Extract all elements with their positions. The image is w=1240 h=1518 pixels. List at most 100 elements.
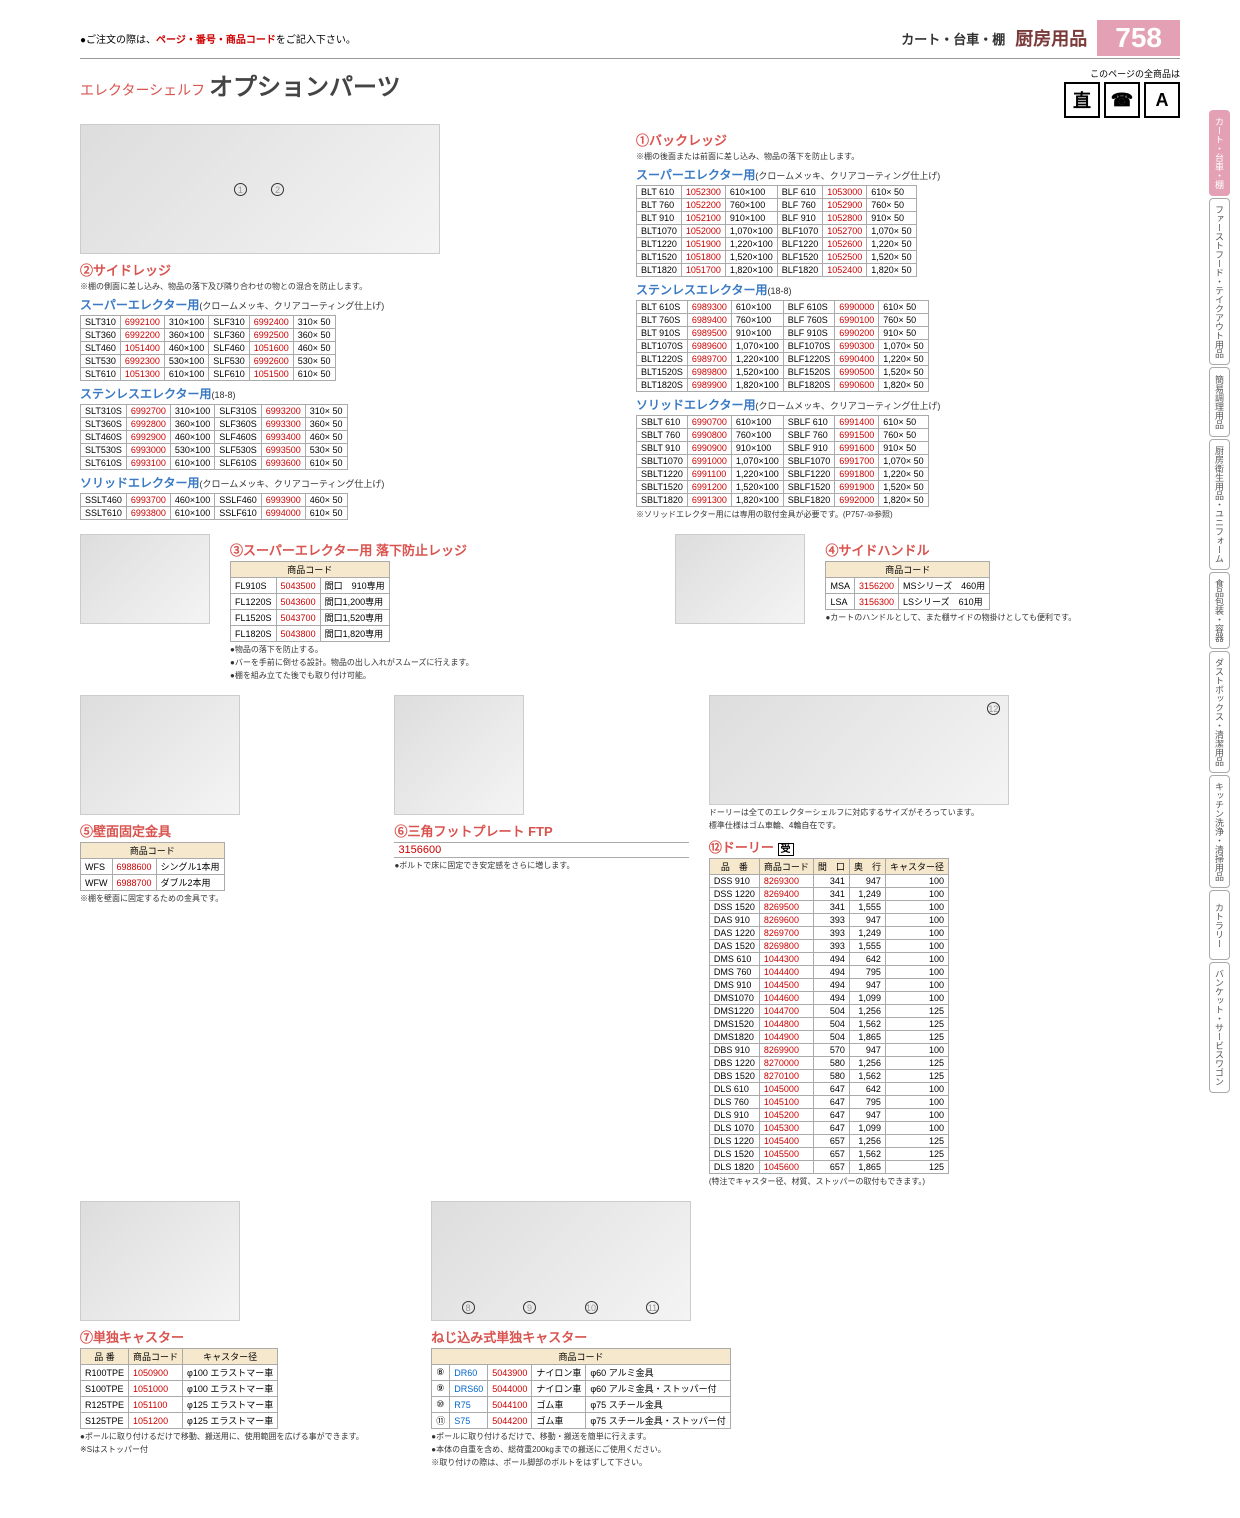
table-cell: 3156300 [854, 594, 898, 610]
table-cell: 5043900 [488, 1365, 532, 1381]
table-cell: R75 [450, 1397, 488, 1413]
side-tab[interactable]: 食品包装・容器 [1209, 572, 1230, 649]
wall-bracket-photo [80, 695, 240, 815]
note-text: ●棚を組み立てた後でも取り付け可能。 [230, 670, 655, 681]
table-cell: 530× 50 [293, 355, 335, 368]
table-cell: 494 [813, 966, 849, 979]
table-cell: DR60 [450, 1365, 488, 1381]
table-cell: BLF1520 [777, 251, 823, 264]
table-cell: 6993200 [261, 405, 305, 418]
table-cell: 100 [885, 1083, 948, 1096]
table-cell: BLT 760 [637, 199, 682, 212]
table-cell: 6994000 [261, 507, 305, 520]
table-cell: 6990900 [687, 442, 731, 455]
table-cell: 1044600 [759, 992, 813, 1005]
table-cell: FL1220S [231, 594, 277, 610]
table-cell: 393 [813, 914, 849, 927]
table-cell: 1052700 [823, 225, 867, 238]
table-cell: S125TPE [81, 1413, 129, 1429]
table-cell: φ75 スチール金具 [586, 1397, 730, 1413]
table-cell: 504 [813, 1031, 849, 1044]
side-handle-note: ●カートのハンドルとして、また棚サイドの物掛けとしても便利です。 [825, 612, 1180, 623]
table-cell: SBLF1220 [783, 468, 835, 481]
table-cell: 125 [885, 1057, 948, 1070]
table-cell: 6991400 [835, 416, 879, 429]
table-cell: 494 [813, 979, 849, 992]
table-cell: SBLT1220 [637, 468, 688, 481]
note-text: ドーリーは全てのエレクターシェルフに対応するサイズがそろっています。 [709, 807, 1180, 818]
table-cell: 610×100 [170, 457, 214, 470]
table-cell: BLF1220 [777, 238, 823, 251]
table-cell: SBLF 760 [783, 429, 835, 442]
table-cell: DLS 1220 [709, 1135, 759, 1148]
side-tab[interactable]: ダストボックス・清潔用品 [1209, 651, 1230, 773]
table-cell: 間口1,520専用 [320, 610, 389, 626]
table-cell: 1052000 [681, 225, 725, 238]
table-cell: SLT530S [81, 444, 127, 457]
table-cell: 642 [849, 1083, 885, 1096]
table-cell: 310×100 [164, 316, 208, 329]
table-cell: 1,220×100 [731, 468, 783, 481]
table-cell: 6992500 [249, 329, 293, 342]
table-cell: 8269500 [759, 901, 813, 914]
table-cell: 5044200 [488, 1413, 532, 1429]
note-text: ●本体の自重を含め、総荷重200kgまでの搬送にご使用ください。 [431, 1444, 762, 1455]
table-cell: 1051700 [681, 264, 725, 277]
table-cell: 1051800 [681, 251, 725, 264]
table-cell: 1,070× 50 [879, 340, 928, 353]
table-cell: DBS 1220 [709, 1057, 759, 1070]
table-cell: 6991700 [835, 455, 879, 468]
table-cell: SLF530 [209, 355, 250, 368]
table-cell: 1051300 [120, 368, 164, 381]
table-cell: 341 [813, 901, 849, 914]
table-cell: 125 [885, 1005, 948, 1018]
screw-caster-table: 商品コード⑧DR605043900ナイロン車φ60 アルミ金具⑨DRS60504… [431, 1348, 730, 1429]
table-cell: 795 [849, 1096, 885, 1109]
side-tab[interactable]: カトラリー [1209, 890, 1230, 960]
side-tab[interactable]: バンケット・サービスワゴン [1209, 962, 1230, 1093]
note-text: ※取り付けの際は、ポール脚部のボルトをはずして下さい。 [431, 1457, 762, 1468]
table-cell: BLF 910S [783, 327, 835, 340]
page-number: 758 [1097, 20, 1180, 56]
table-cell: SSLT610 [81, 507, 127, 520]
table-cell: 494 [813, 992, 849, 1005]
dolly-photo: 12 [709, 695, 1009, 805]
table-cell: 125 [885, 1148, 948, 1161]
table-cell: FL1520S [231, 610, 277, 626]
table-cell: 6991200 [687, 481, 731, 494]
table-cell: 460×100 [170, 431, 214, 444]
side-tab[interactable]: 簡易調理用品 [1209, 367, 1230, 437]
table-cell: 5043500 [276, 578, 320, 594]
table-cell: 6992700 [126, 405, 170, 418]
foot-plate-note: ●ボルトで床に固定でき安定感をさらに増します。 [394, 860, 688, 871]
table-cell: φ125 エラストマー車 [183, 1413, 278, 1429]
table-cell: 6990400 [835, 353, 879, 366]
table-cell: DLS 760 [709, 1096, 759, 1109]
dolly-header: ⑫ドーリー 受 [709, 837, 1180, 856]
table-cell: 6988700 [112, 875, 156, 891]
table-cell: 530×100 [170, 444, 214, 457]
table-cell: 8269300 [759, 875, 813, 888]
side-tab[interactable]: キッチン洗浄・清掃用品 [1209, 775, 1230, 888]
back-ledge-solid-table: SBLT 6106990700610×100SBLF 6106991400610… [636, 415, 929, 507]
side-tab[interactable]: 厨房衛生用品・ユニフォーム [1209, 439, 1230, 570]
table-cell: 1045000 [759, 1083, 813, 1096]
table-cell: 1045400 [759, 1135, 813, 1148]
table-cell: DBS 910 [709, 1044, 759, 1057]
table-cell: 1045600 [759, 1161, 813, 1174]
table-cell: 100 [885, 1044, 948, 1057]
table-cell: 1045500 [759, 1148, 813, 1161]
table-cell: 6990100 [835, 314, 879, 327]
table-cell: 5043700 [276, 610, 320, 626]
table-cell: 6992400 [249, 316, 293, 329]
table-cell: BLT1070 [637, 225, 682, 238]
table-cell: 100 [885, 914, 948, 927]
table-cell: 125 [885, 1135, 948, 1148]
table-cell: 647 [813, 1096, 849, 1109]
side-ledge-stainless-table: SLT310S6992700310×100SLF310S6993200310× … [80, 404, 348, 470]
table-cell: 8269400 [759, 888, 813, 901]
main-category: 厨房用品 [1015, 25, 1087, 51]
fall-ledge-header: ③スーパーエレクター用 落下防止レッジ [230, 540, 655, 559]
side-tab[interactable]: ファーストフード・テイクアウト用品 [1209, 198, 1230, 365]
side-tab[interactable]: カート・台車・棚 [1209, 110, 1230, 196]
